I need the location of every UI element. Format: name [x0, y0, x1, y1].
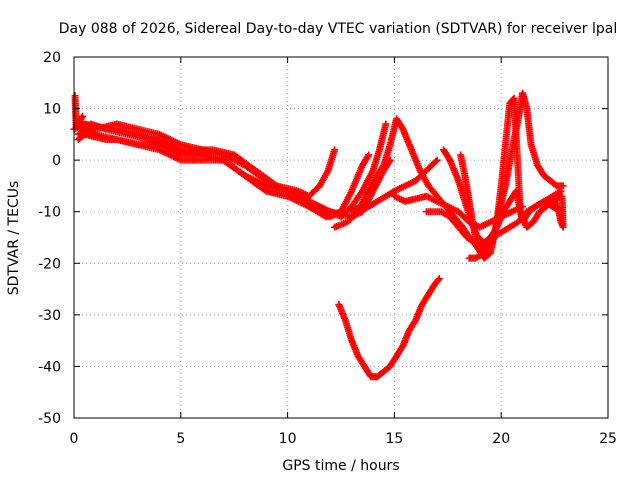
data-point: [78, 114, 86, 122]
data-point: [348, 208, 356, 216]
data-point: [365, 151, 373, 159]
data-point: [382, 120, 390, 128]
data-point: [175, 150, 183, 158]
data-point: [432, 157, 440, 165]
data-point: [364, 152, 372, 160]
data-point: [331, 146, 339, 154]
series-outliers: [71, 94, 87, 131]
data-point: [440, 146, 448, 154]
x-tick-label: 15: [385, 431, 403, 447]
data-point: [422, 208, 430, 216]
series-arc12: [467, 89, 567, 262]
data-point: [335, 301, 343, 309]
y-tick-label: 20: [43, 50, 61, 66]
data-point: [558, 192, 566, 200]
series-arc14: [551, 192, 567, 231]
y-tick-label: -40: [38, 359, 61, 375]
data-points: [70, 89, 567, 381]
tick-labels: 0 5 10 15 20 25 -50 -40 -30 -20 -10 0 10 20: [38, 50, 617, 447]
data-point: [559, 182, 567, 190]
data-point: [457, 151, 465, 159]
plot-frame: [73, 56, 609, 419]
data-point: [71, 92, 79, 100]
series-arc13: [336, 275, 443, 381]
x-tick-label: 5: [176, 431, 185, 447]
x-tick-label: 20: [492, 431, 510, 447]
y-tick-label: -10: [38, 205, 61, 221]
data-point: [79, 112, 87, 120]
series-arc6: [332, 156, 441, 230]
y-tick-label: 10: [43, 102, 61, 118]
data-point: [74, 136, 82, 144]
y-tick-label: -20: [38, 256, 61, 272]
y-tick-label: -30: [38, 308, 61, 324]
data-point: [331, 223, 339, 231]
x-tick-label: 25: [599, 431, 617, 447]
y-tick-label: 0: [52, 153, 61, 169]
data-point: [435, 275, 443, 283]
data-point: [379, 163, 387, 171]
data-point: [465, 254, 473, 262]
series-arc11: [457, 94, 565, 262]
series-arc5: [80, 120, 390, 221]
y-tick-label: -50: [38, 411, 61, 427]
x-axis-label: GPS time / hours: [282, 458, 399, 474]
data-point: [433, 156, 441, 164]
data-point: [390, 192, 398, 200]
x-tick-label: 0: [70, 431, 79, 447]
chart-title: Day 088 of 2026, Sidereal Day-to-day VTE…: [59, 21, 617, 37]
series-arc3: [76, 130, 373, 221]
x-tick-label: 10: [279, 431, 297, 447]
data-point: [551, 197, 559, 205]
data-point: [434, 276, 442, 284]
data-point: [76, 125, 84, 133]
y-axis-label: SDTVAR / TECUs: [6, 181, 22, 296]
